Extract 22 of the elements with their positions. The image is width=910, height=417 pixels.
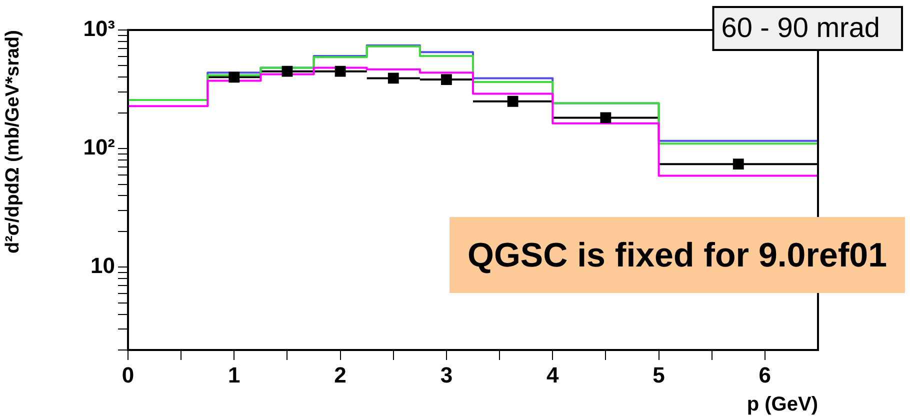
point xyxy=(228,72,240,83)
point xyxy=(732,158,744,170)
point xyxy=(441,74,452,85)
y-axis-title: d²σ/dpdΩ (mb/GeV*srad) xyxy=(2,30,24,254)
y-tick-label: 10 xyxy=(90,253,115,278)
y-tick-label: 10³ xyxy=(83,16,115,42)
x-axis-title: p (GeV) xyxy=(746,394,818,416)
x-tick-label: 6 xyxy=(758,362,772,388)
point xyxy=(334,66,346,77)
x-tick-label: 4 xyxy=(546,362,560,388)
point xyxy=(507,96,518,107)
x-tick-label: 3 xyxy=(440,362,453,388)
x-tick-label: 1 xyxy=(228,362,240,388)
y-tick-label: 10² xyxy=(83,134,115,160)
annotation: QGSC is fixed for 9.0ref01 xyxy=(468,236,888,274)
chart-title: 60 - 90 mrad xyxy=(721,12,880,44)
x-tick-label: 5 xyxy=(652,362,665,388)
point xyxy=(600,112,612,124)
x-tick-label: 2 xyxy=(334,362,346,388)
x-tick-label: 0 xyxy=(122,362,134,388)
point xyxy=(282,66,293,77)
point xyxy=(388,72,399,84)
